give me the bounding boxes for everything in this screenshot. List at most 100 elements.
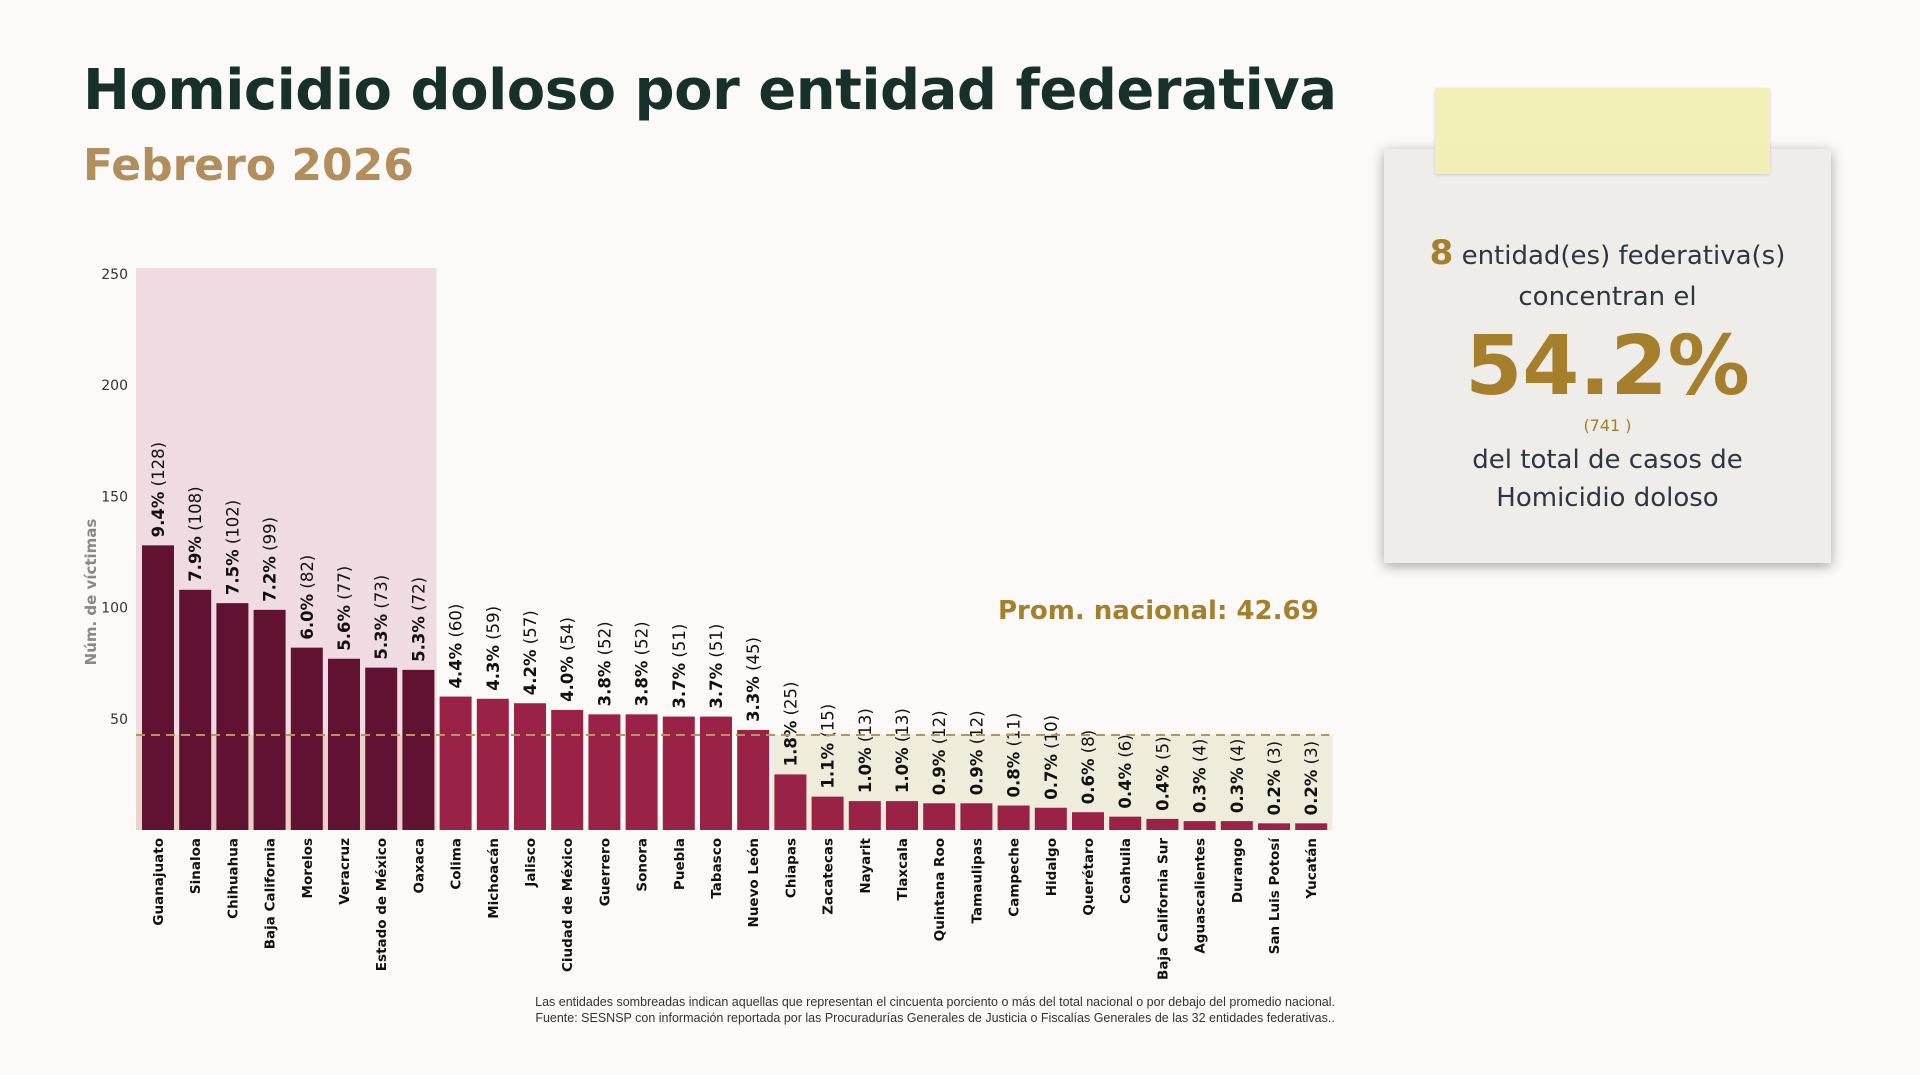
data-label-percent: 0.9% (930, 749, 949, 795)
y-tick-label: 100 (101, 601, 128, 617)
data-label: 3.3% (45) (744, 637, 763, 722)
data-label-percent: 3.7% (707, 662, 726, 708)
data-label-count: (51) (670, 624, 689, 663)
data-label-count: (73) (372, 575, 391, 614)
data-label-percent: 0.7% (1042, 754, 1061, 800)
category-label: Oaxaca (411, 838, 427, 894)
bar (588, 714, 621, 830)
category-label: Hidalgo (1044, 838, 1060, 896)
data-label-percent: 3.3% (744, 676, 763, 722)
data-label-count: (51) (707, 624, 726, 663)
data-label-count: (13) (856, 708, 875, 747)
data-label: 3.7% (51) (707, 624, 726, 709)
data-label-count: (57) (521, 610, 540, 649)
category-label: Chihuahua (225, 838, 241, 919)
data-label-count: (5) (1153, 736, 1172, 765)
data-label-percent: 0.3% (1191, 767, 1210, 813)
data-label-count: (60) (447, 604, 466, 643)
category-label: Baja California (263, 838, 279, 949)
data-label: 1.1% (15) (819, 704, 838, 789)
bar (1220, 821, 1253, 830)
data-label-count: (12) (930, 710, 949, 749)
category-label: Sinaloa (188, 838, 204, 894)
bar (365, 667, 398, 830)
data-label-percent: 5.6% (335, 605, 354, 651)
data-label: 0.7% (10) (1042, 715, 1061, 800)
data-label: 6.0% (82) (298, 555, 317, 640)
data-label: 9.4% (128) (149, 442, 168, 537)
data-label-percent: 0.4% (1153, 765, 1172, 811)
data-label: 1.0% (13) (856, 708, 875, 793)
bar (811, 796, 844, 830)
data-label-percent: 3.8% (633, 660, 652, 706)
data-label: 5.6% (77) (335, 566, 354, 651)
category-label: Quintana Roo (932, 838, 948, 941)
bar (960, 803, 993, 830)
data-label-percent: 1.0% (893, 747, 912, 793)
category-label: Querétaro (1081, 838, 1097, 916)
summary-card: 8 entidad(es) federativa(s) concentran e… (1384, 149, 1831, 563)
data-label-count: (25) (781, 682, 800, 721)
bar (179, 589, 212, 830)
footnote-line1: Las entidades sombreadas indican aquella… (535, 995, 1335, 1009)
data-label-count: (3) (1302, 741, 1321, 770)
data-label-percent: 4.0% (558, 656, 577, 702)
data-label: 1.8% (25) (781, 682, 800, 767)
data-label-percent: 3.8% (595, 660, 614, 706)
data-label: 0.2% (3) (1302, 741, 1321, 815)
data-label: 7.5% (102) (223, 500, 242, 595)
category-label: Colima (449, 838, 465, 890)
card-line1: entidad(es) federativa(s) (1461, 241, 1786, 271)
y-tick-label: 250 (101, 267, 128, 283)
card-percent: 54.2% (1465, 319, 1750, 414)
category-label: Veracruz (337, 838, 353, 905)
bar (290, 647, 323, 830)
data-label-percent: 1.0% (856, 747, 875, 793)
data-label-count: (12) (967, 710, 986, 749)
data-label: 1.0% (13) (893, 708, 912, 793)
page-subtitle: Febrero 2026 (83, 140, 414, 191)
data-label-percent: 0.3% (1228, 767, 1247, 813)
category-label: Morelos (300, 838, 316, 898)
data-label-percent: 9.4% (149, 491, 168, 537)
data-label-percent: 4.2% (521, 649, 540, 695)
category-label: Aguascalientes (1193, 838, 1209, 954)
data-label-percent: 0.2% (1265, 769, 1284, 815)
category-label: Estado de México (374, 838, 390, 971)
bar (142, 545, 174, 830)
category-label: Nuevo León (746, 838, 762, 927)
bar (476, 698, 509, 830)
page-title: Homicidio doloso por entidad federativa (83, 58, 1337, 123)
data-label-percent: 1.8% (781, 720, 800, 766)
data-label: 4.4% (60) (447, 604, 466, 689)
data-label: 7.9% (108) (186, 486, 205, 581)
data-label-count: (82) (298, 555, 317, 594)
card-count: 8 (1429, 233, 1454, 273)
bar (997, 805, 1030, 830)
data-label-count: (77) (335, 566, 354, 605)
data-label-count: (13) (893, 708, 912, 747)
data-label: 0.6% (8) (1079, 730, 1098, 804)
category-label: Sonora (635, 838, 651, 892)
card-line-entities: 8 entidad(es) federativa(s) (1384, 233, 1831, 273)
data-label-count: (99) (261, 517, 280, 556)
card-cases: (741 ) (1583, 416, 1632, 435)
data-label-count: (52) (633, 621, 652, 660)
data-label-percent: 5.3% (409, 616, 428, 662)
category-label: San Luis Potosí (1267, 837, 1283, 955)
data-label-count: (3) (1265, 741, 1284, 770)
data-label: 0.8% (11) (1005, 713, 1024, 798)
bar (662, 716, 695, 830)
data-label: 4.2% (57) (521, 610, 540, 695)
data-label: 0.4% (6) (1116, 734, 1135, 808)
data-label-count: (108) (186, 486, 205, 536)
bar (1295, 823, 1328, 830)
category-label: Tamaulipas (969, 838, 985, 923)
data-label-count: (72) (409, 577, 428, 616)
category-label: Campeche (1007, 838, 1023, 917)
data-label-count: (4) (1228, 739, 1247, 768)
data-label: 0.3% (4) (1228, 739, 1247, 813)
y-tick-label: 200 (101, 378, 128, 394)
data-label: 3.7% (51) (670, 624, 689, 709)
